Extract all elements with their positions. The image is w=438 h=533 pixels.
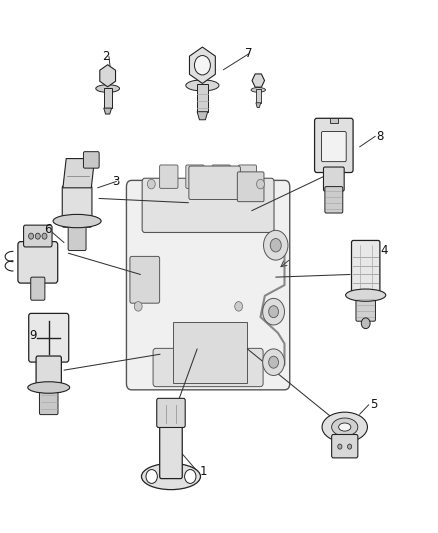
FancyBboxPatch shape — [189, 166, 240, 199]
Circle shape — [146, 470, 157, 483]
Text: 1: 1 — [199, 465, 207, 478]
Circle shape — [257, 179, 265, 189]
Polygon shape — [100, 64, 116, 87]
Circle shape — [268, 356, 279, 368]
FancyBboxPatch shape — [356, 292, 375, 321]
FancyBboxPatch shape — [29, 313, 69, 362]
FancyBboxPatch shape — [18, 241, 58, 283]
Circle shape — [42, 233, 47, 239]
FancyBboxPatch shape — [36, 356, 61, 392]
FancyBboxPatch shape — [127, 180, 290, 390]
Ellipse shape — [186, 80, 219, 91]
Text: 8: 8 — [376, 130, 384, 143]
Polygon shape — [173, 322, 247, 383]
Ellipse shape — [28, 382, 70, 393]
Circle shape — [194, 55, 210, 75]
Ellipse shape — [322, 412, 367, 442]
Ellipse shape — [346, 289, 386, 301]
FancyBboxPatch shape — [238, 165, 257, 188]
FancyBboxPatch shape — [330, 118, 338, 124]
Text: 7: 7 — [245, 47, 253, 60]
Text: 4: 4 — [381, 244, 388, 257]
FancyBboxPatch shape — [31, 277, 45, 300]
Circle shape — [28, 233, 34, 239]
FancyBboxPatch shape — [321, 132, 346, 161]
FancyBboxPatch shape — [62, 185, 92, 227]
Circle shape — [148, 179, 155, 189]
FancyBboxPatch shape — [160, 423, 182, 479]
Circle shape — [270, 239, 281, 252]
FancyBboxPatch shape — [256, 90, 261, 103]
FancyBboxPatch shape — [237, 172, 264, 201]
Polygon shape — [190, 47, 215, 83]
Text: 5: 5 — [370, 398, 377, 411]
FancyBboxPatch shape — [325, 187, 343, 213]
Polygon shape — [252, 74, 265, 87]
Ellipse shape — [96, 85, 120, 92]
FancyBboxPatch shape — [212, 165, 230, 188]
FancyBboxPatch shape — [157, 398, 185, 427]
FancyBboxPatch shape — [159, 165, 178, 188]
FancyBboxPatch shape — [130, 256, 159, 303]
FancyBboxPatch shape — [104, 87, 112, 108]
Circle shape — [338, 444, 342, 449]
Circle shape — [35, 233, 40, 239]
Circle shape — [184, 470, 196, 483]
Polygon shape — [256, 103, 261, 108]
Ellipse shape — [332, 418, 358, 436]
Text: 3: 3 — [112, 175, 120, 188]
FancyBboxPatch shape — [197, 84, 208, 112]
Circle shape — [263, 349, 285, 375]
Text: 2: 2 — [102, 50, 110, 63]
FancyBboxPatch shape — [314, 118, 353, 173]
FancyBboxPatch shape — [352, 240, 380, 298]
Ellipse shape — [53, 214, 101, 228]
Circle shape — [268, 306, 279, 318]
Text: 9: 9 — [29, 329, 37, 342]
Circle shape — [134, 302, 142, 311]
Ellipse shape — [251, 87, 265, 92]
FancyBboxPatch shape — [39, 387, 58, 415]
Circle shape — [264, 230, 288, 260]
FancyBboxPatch shape — [324, 167, 344, 191]
FancyBboxPatch shape — [68, 222, 86, 251]
Circle shape — [361, 318, 370, 329]
FancyBboxPatch shape — [153, 349, 263, 386]
FancyBboxPatch shape — [142, 178, 274, 232]
FancyBboxPatch shape — [186, 165, 204, 188]
Polygon shape — [63, 159, 95, 188]
Ellipse shape — [339, 423, 351, 431]
FancyBboxPatch shape — [24, 225, 52, 247]
Polygon shape — [104, 108, 112, 114]
Text: 6: 6 — [44, 223, 52, 236]
Circle shape — [347, 444, 352, 449]
Circle shape — [263, 298, 285, 325]
Polygon shape — [197, 112, 208, 120]
Ellipse shape — [141, 463, 201, 490]
Circle shape — [235, 302, 243, 311]
FancyBboxPatch shape — [332, 434, 358, 458]
FancyBboxPatch shape — [83, 152, 99, 168]
